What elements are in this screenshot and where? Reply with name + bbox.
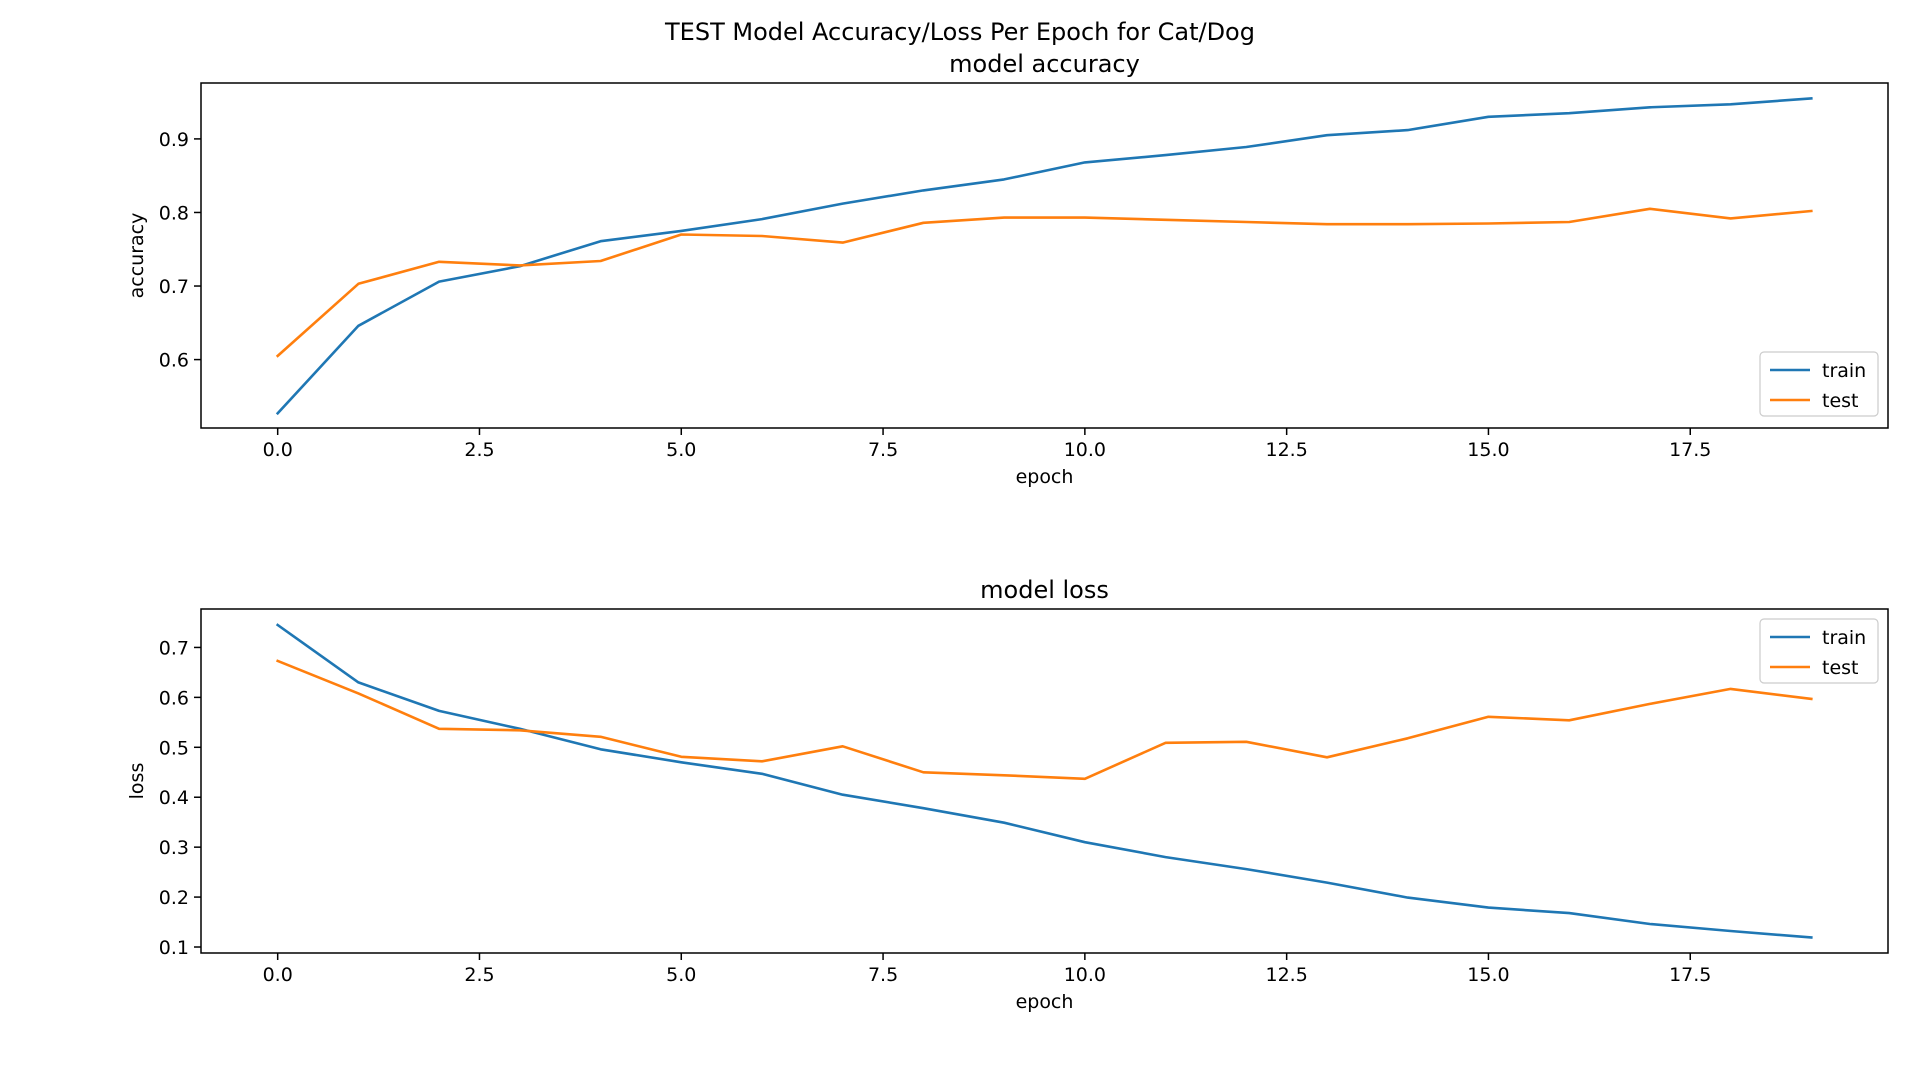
legend-label-train: train	[1822, 627, 1866, 649]
y-tick-label: 0.3	[159, 837, 189, 859]
subplot-2: model loss 0.0 2.5 5.0 7.5 10.0 12.5 15.0 17.5 0.…	[126, 576, 1889, 1013]
x-tick-label: 0.0	[263, 439, 293, 461]
y-axis-label: loss	[126, 763, 148, 800]
y-tick-label: 0.9	[159, 129, 189, 151]
x-tick-label: 7.5	[868, 964, 898, 986]
x-tick-label: 15.0	[1467, 964, 1509, 986]
y-tick-label: 0.8	[159, 202, 189, 224]
x-tick-label: 17.5	[1669, 964, 1711, 986]
figure-title: TEST Model Accuracy/Loss Per Epoch for C…	[665, 18, 1255, 46]
y-tick-label: 0.7	[159, 276, 189, 298]
axes-frame	[200, 608, 1889, 954]
x-axis-label: epoch	[1016, 991, 1074, 1013]
x-axis-label: epoch	[1016, 466, 1074, 488]
subplot-1: model accuracy 0.0 2.5 5.0 7.5 10.0 12.5 15.0 17…	[126, 50, 1889, 488]
series-line-train	[275, 97, 1813, 416]
x-tick-label: 2.5	[464, 439, 494, 461]
series-line-test	[275, 207, 1813, 358]
x-tick-label: 10.0	[1064, 439, 1106, 461]
y-tick-label: 0.7	[159, 637, 189, 659]
legend-label-test: test	[1822, 390, 1859, 412]
y-tick-label: 0.5	[159, 737, 189, 759]
legend: train test	[1759, 618, 1879, 684]
y-tick-label: 0.4	[159, 787, 189, 809]
series-line-train	[275, 623, 1813, 939]
x-tick-label: 12.5	[1265, 439, 1307, 461]
y-tick-label: 0.6	[159, 350, 189, 372]
x-tick-label: 12.5	[1265, 964, 1307, 986]
y-tick-label: 0.2	[159, 887, 189, 909]
axes-frame	[200, 82, 1889, 429]
legend-label-train: train	[1822, 360, 1866, 382]
y-tick-label: 0.6	[159, 687, 189, 709]
legend: train test	[1759, 351, 1879, 417]
x-tick-label: 15.0	[1467, 439, 1509, 461]
y-axis-label: accuracy	[126, 213, 148, 299]
x-tick-label: 5.0	[666, 439, 696, 461]
x-tick-label: 10.0	[1064, 964, 1106, 986]
x-tick-label: 5.0	[666, 964, 696, 986]
subplot-title: model accuracy	[949, 50, 1140, 78]
x-tick-label: 7.5	[868, 439, 898, 461]
series-line-test	[276, 659, 1813, 781]
subplot-title: model loss	[980, 576, 1109, 604]
x-tick-label: 2.5	[464, 964, 494, 986]
x-tick-label: 17.5	[1669, 439, 1711, 461]
y-tick-label: 0.1	[159, 937, 189, 959]
legend-label-test: test	[1822, 657, 1859, 679]
x-tick-label: 0.0	[263, 964, 293, 986]
